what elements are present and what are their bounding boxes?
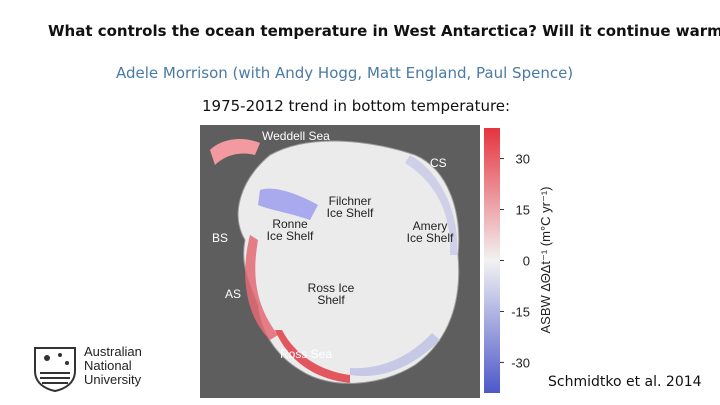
colorbar-tick-label: -30 <box>511 355 530 370</box>
authors: Adele Morrison (with Andy Hogg, Matt Eng… <box>116 64 574 82</box>
colorbar-tick-label: 30 <box>516 152 530 167</box>
colorbar: ASBW ΔΘΔt⁻¹ (m°C yr⁻¹) 30 15 0 -15 -30 <box>484 128 553 393</box>
warming-patch <box>245 235 278 340</box>
cooling-patch <box>258 188 318 220</box>
map-label: Weddell Sea <box>262 129 330 143</box>
cooling-patch <box>405 155 458 255</box>
colorbar-gradient <box>484 128 500 393</box>
map-label: Ronne Ice Shelf <box>266 217 314 243</box>
subtitle: 1975-2012 trend in bottom temperature: <box>202 97 511 115</box>
logo-crest <box>34 347 76 393</box>
colorbar-tick-label: 15 <box>516 203 530 218</box>
slide-title: What controls the ocean temperature in W… <box>48 22 720 40</box>
logo-line: National <box>84 358 132 373</box>
colorbar-tick-label: -15 <box>511 304 530 319</box>
map <box>200 125 480 398</box>
map-label: Ross Ice Shelf <box>307 281 355 307</box>
map-label: Amery Ice Shelf <box>406 219 454 245</box>
cooling-patch <box>350 333 440 376</box>
map-label: AS <box>225 287 242 301</box>
colorbar-label: ASBW ΔΘΔt⁻¹ (m°C yr⁻¹) <box>538 187 553 334</box>
map-label: Ross Sea <box>280 347 333 361</box>
map-label: BS <box>212 231 229 245</box>
warming-patch <box>275 330 350 383</box>
citation: Schmidtko et al. 2014 <box>548 374 702 390</box>
colorbar-tick-label: 0 <box>523 254 530 269</box>
logo-text: Australian National University <box>84 345 142 387</box>
map-label: CS <box>430 156 447 170</box>
logo-line: University <box>84 372 142 387</box>
warming-patch <box>210 139 260 165</box>
logo-line: Australian <box>84 344 142 359</box>
map-label: Filchner Ice Shelf <box>326 194 374 220</box>
